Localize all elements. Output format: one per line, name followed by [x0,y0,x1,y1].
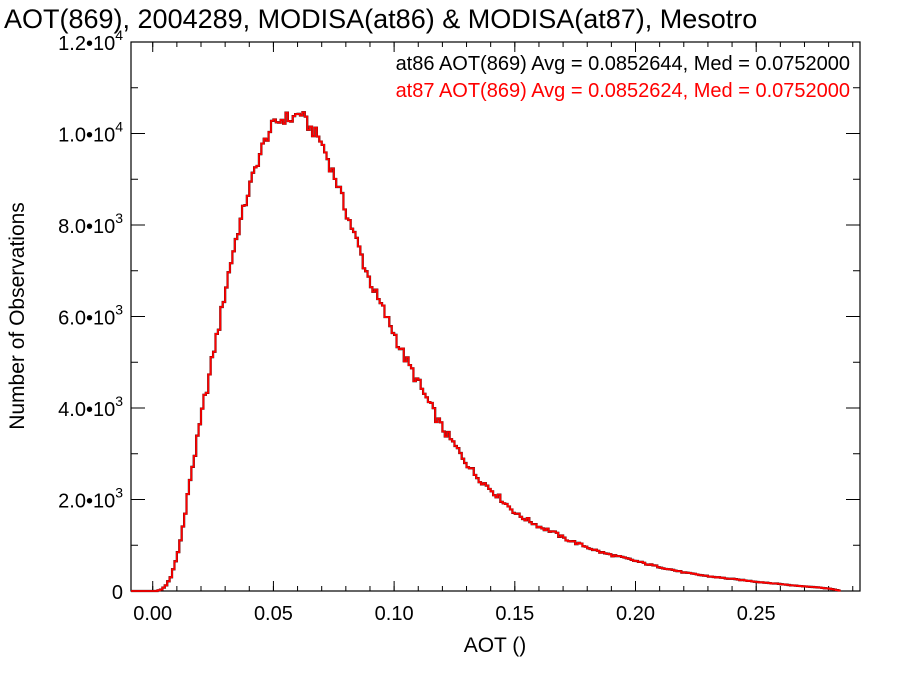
x-tick-label: 0.25 [737,603,776,625]
x-tick-label: 0.20 [616,603,655,625]
x-tick-label: 0.10 [375,603,414,625]
y-axis-label: Number of Observations [6,202,29,430]
y-tick-label: 6.0•103 [58,302,123,330]
y-tick-label: 2.0•103 [58,485,123,513]
x-axis-label: AOT () [464,634,527,657]
chart-title: AOT(869), 2004289, MODISA(at86) & MODISA… [4,4,757,34]
x-tick-label: 0.00 [133,603,172,625]
series-line-at86 [131,111,841,593]
y-tick-label: 4.0•103 [58,393,123,421]
plot-frame [130,41,861,592]
y-tick-label: 0 [112,582,123,604]
x-tick-label: 0.05 [254,603,293,625]
histogram-series [131,111,841,593]
y-tick-label: 1.0•104 [58,119,123,147]
annotation-at87: at87 AOT(869) Avg = 0.0852624, Med = 0.0… [396,80,850,102]
x-tick-label: 0.15 [495,603,534,625]
y-axis: 0 2.0•103 4.0•103 6.0•103 8.0•103 1.0•104 1.2•… [58,27,860,604]
annotation-at86: at86 AOT(869) Avg = 0.0852644, Med = 0.0… [396,53,850,75]
series-line-at87 [131,111,841,592]
y-tick-label: 1.2•104 [58,27,123,55]
y-tick-label: 8.0•103 [58,210,123,238]
x-axis: 0.00 0.05 0.10 0.15 0.20 0.25 [133,42,854,625]
